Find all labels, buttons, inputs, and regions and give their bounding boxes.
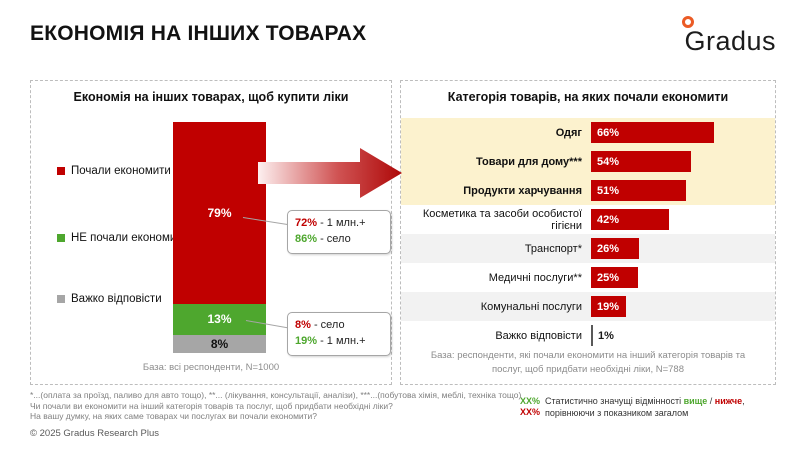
- category-row-home-goods: Товари для дому*** 54%: [401, 147, 775, 176]
- category-rows: Одяг 66% Товари для дому*** 54% Продукти…: [401, 118, 775, 350]
- category-label: Товари для дому***: [476, 155, 582, 168]
- category-label: Медичні послуги**: [488, 271, 582, 284]
- bar-segment-started: 79%: [173, 122, 266, 305]
- callout-value: 72%: [295, 217, 318, 229]
- callout-value: 86%: [295, 232, 318, 245]
- bar-segment-hard-to-answer: 8%: [173, 334, 266, 353]
- significance-higher: вище: [683, 396, 708, 406]
- category-row-hard-to-answer: Важко відповісти 1%: [401, 321, 775, 350]
- callout-value: 8%: [295, 319, 311, 331]
- legend-label: Почали економити: [71, 165, 171, 177]
- category-label: Одяг: [555, 126, 582, 139]
- significance-separator: /: [707, 396, 715, 406]
- bar-area: 42%: [589, 209, 775, 230]
- legend-swatch-green-icon: [57, 234, 65, 242]
- copyright: © 2025 Gradus Research Plus: [30, 428, 159, 439]
- category-value: 51%: [597, 184, 620, 197]
- right-base-note: База: респонденти, які почали економити …: [430, 350, 746, 375]
- footnote-asterisks: *...(оплата за проїзд, паливо для авто т…: [30, 390, 522, 400]
- significance-suffix: , порівнюючи з показником загалом: [545, 396, 745, 418]
- category-bar: 51%: [591, 180, 686, 201]
- bar-area: 54%: [589, 151, 775, 172]
- category-value: 66%: [597, 126, 620, 139]
- category-value: 54%: [597, 155, 620, 168]
- legend-item-started: Почали економити: [57, 165, 171, 177]
- category-label: Важко відповісти: [495, 329, 582, 342]
- category-value: 42%: [597, 213, 620, 226]
- left-chart-title: Економія на інших товарах, щоб купити лі…: [73, 90, 349, 104]
- category-row-cosmetics: Косметика та засоби особистої гігієни 42…: [401, 205, 775, 234]
- legend-label: НЕ почали економити: [71, 232, 188, 244]
- bar-area: 26%: [589, 238, 775, 259]
- category-value: 19%: [597, 300, 620, 313]
- xx-higher-marker: ХХ%: [520, 396, 541, 406]
- logo-text: Gradus: [684, 26, 776, 56]
- bar-area: 19%: [589, 296, 775, 317]
- callout-text: - 1 млн.+: [317, 217, 366, 229]
- callout-line-2: 19% - 1 млн.+: [295, 334, 383, 350]
- category-bar: 1%: [591, 325, 614, 346]
- right-chart-title: Категорія товарів, на яких почали економ…: [447, 90, 729, 104]
- bar-segment-not-started: 13%: [173, 304, 266, 335]
- category-bar: 54%: [591, 151, 692, 172]
- bar-area: 1%: [589, 325, 775, 346]
- category-bar: 66%: [591, 122, 714, 143]
- left-base-note: База: всі респонденти, N=1000: [142, 362, 280, 373]
- question-text-2: На вашу думку, на яких саме товарах чи п…: [30, 411, 318, 421]
- category-bar: 19%: [591, 296, 627, 317]
- category-value: 1%: [598, 329, 614, 342]
- significance-lower: нижче: [714, 396, 743, 406]
- xx-lower-marker: ХХ%: [520, 407, 541, 418]
- segment-value: 79%: [207, 206, 232, 221]
- callout-line-2: 86% - село: [295, 232, 383, 248]
- gradus-logo: Gradus: [682, 16, 776, 57]
- callout-text: - село: [317, 232, 351, 245]
- callout-top: 72% - 1 млн.+ 86% - село: [287, 210, 391, 254]
- significance-prefix: Статистично значущі відмінності: [545, 396, 684, 406]
- category-label: Косметика та засоби особистої гігієни: [422, 207, 582, 232]
- callout-text: - село: [310, 319, 345, 331]
- category-row-clothes: Одяг 66%: [401, 118, 775, 147]
- question-text-1: Чи почали ви економити на інший категорі…: [30, 401, 393, 411]
- callout-line-1: 72% - 1 млн.+: [295, 216, 383, 232]
- category-bar: 26%: [591, 238, 640, 259]
- legend-label: Важко відповісти: [71, 293, 162, 305]
- callout-line-1: 8% - село: [295, 318, 383, 334]
- category-value: 25%: [597, 271, 620, 284]
- flow-arrow-icon: [258, 148, 402, 198]
- page-title: ЕКОНОМІЯ НА ІНШИХ ТОВАРАХ: [30, 22, 367, 45]
- significance-text: Статистично значущі відмінності вище / н…: [545, 396, 790, 419]
- segment-value: 13%: [207, 312, 232, 327]
- category-label: Комунальні послуги: [480, 300, 582, 313]
- category-row-food: Продукти харчування 51%: [401, 176, 775, 205]
- category-label: Транспорт*: [524, 242, 582, 255]
- category-bar: 25%: [591, 267, 638, 288]
- right-chart-panel: Категорія товарів, на яких почали економ…: [400, 80, 776, 385]
- callout-bottom: 8% - село 19% - 1 млн.+: [287, 312, 391, 356]
- category-bar: 42%: [591, 209, 670, 230]
- bar-area: 66%: [589, 122, 775, 143]
- significance-markers: ХХ% ХХ%: [520, 396, 540, 419]
- category-row-medical: Медичні послуги** 25%: [401, 263, 775, 292]
- legend-swatch-red-icon: [57, 167, 65, 175]
- category-row-transport: Транспорт* 26%: [401, 234, 775, 263]
- significance-legend: ХХ% ХХ% Статистично значущі відмінності …: [520, 396, 790, 419]
- category-row-utilities: Комунальні послуги 19%: [401, 292, 775, 321]
- logo-ring-icon: [682, 16, 695, 28]
- bar-area: 51%: [589, 180, 775, 201]
- segment-value: 8%: [210, 336, 229, 351]
- callout-text: - 1 млн.+: [317, 334, 366, 347]
- legend-swatch-gray-icon: [57, 295, 65, 303]
- category-label: Продукти харчування: [463, 184, 582, 197]
- callout-value: 19%: [295, 334, 318, 347]
- bar-area: 25%: [589, 267, 775, 288]
- legend-item-hard-to-answer: Важко відповісти: [57, 293, 162, 305]
- stacked-bar: 79% 13% 8%: [173, 122, 266, 353]
- left-chart-panel: Економія на інших товарах, щоб купити лі…: [30, 80, 392, 385]
- legend-item-not-started: НЕ почали економити: [57, 232, 188, 244]
- category-value: 26%: [597, 242, 620, 255]
